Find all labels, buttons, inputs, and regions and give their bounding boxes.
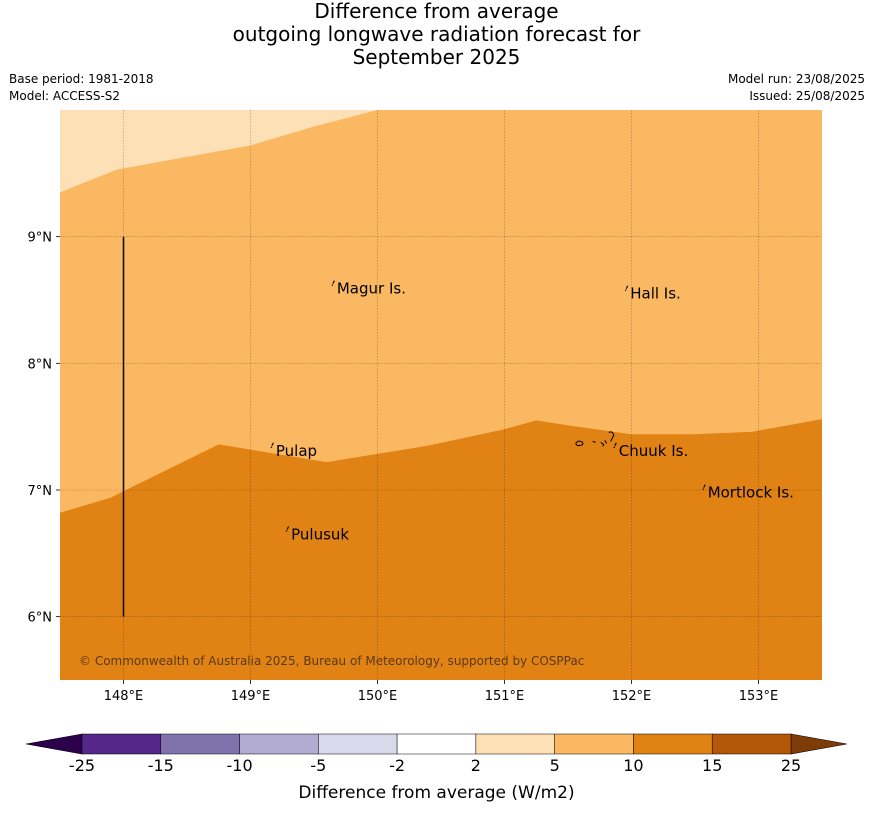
place-label: Pulap bbox=[276, 442, 317, 460]
colorbar-segment bbox=[396, 733, 477, 755]
x-tick-label: 148°E bbox=[104, 689, 144, 704]
island-outline bbox=[702, 484, 706, 490]
place-label: Hall Is. bbox=[630, 285, 681, 303]
colorbar-segment bbox=[475, 733, 555, 755]
y-tick-label: 8°N bbox=[28, 357, 53, 372]
island-outline bbox=[285, 526, 290, 532]
colorbar-under-arrow bbox=[25, 733, 83, 755]
colorbar-segment bbox=[81, 733, 162, 755]
y-tick-label: 7°N bbox=[28, 484, 53, 499]
title-line-3: September 2025 bbox=[352, 45, 521, 69]
x-tick-label: 149°E bbox=[231, 689, 271, 704]
colorbar-tick-label: -10 bbox=[226, 756, 252, 775]
y-tick-label: 6°N bbox=[28, 611, 53, 626]
colorbar-tick-label: 5 bbox=[550, 756, 560, 775]
meta-right: Model run: 23/08/2025 Issued: 25/08/2025 bbox=[728, 71, 865, 105]
island-outline bbox=[613, 442, 617, 449]
region-2-to-5 bbox=[60, 110, 378, 193]
colorbar-tick-label: -15 bbox=[148, 756, 174, 775]
meta-left: Base period: 1981-2018 Model: ACCESS-S2 bbox=[9, 71, 154, 105]
y-tick-label: 9°N bbox=[28, 231, 53, 246]
colorbar-segment bbox=[711, 733, 792, 755]
title-line-2: outgoing longwave radiation forecast for bbox=[232, 22, 641, 46]
base-period: Base period: 1981-2018 bbox=[9, 72, 154, 86]
colorbar-tick-label: -25 bbox=[69, 756, 95, 775]
region-10-to-15 bbox=[60, 419, 822, 680]
issued-date: Issued: 25/08/2025 bbox=[749, 89, 865, 103]
colorbar-segment bbox=[318, 733, 398, 755]
x-tick-label: 150°E bbox=[358, 689, 398, 704]
colorbar-tick-label: 10 bbox=[623, 756, 643, 775]
colorbar-tick-label: 25 bbox=[781, 756, 801, 775]
colorbar-segment bbox=[160, 733, 240, 755]
x-tick-label: 153°E bbox=[739, 689, 779, 704]
place-label: Pulusuk bbox=[291, 525, 349, 543]
place-label: Chuuk Is. bbox=[619, 442, 688, 460]
chart-title: Difference from average outgoing longwav… bbox=[0, 0, 873, 69]
island-outline bbox=[270, 442, 274, 449]
colorbar-tick-label: 2 bbox=[471, 756, 481, 775]
copyright-credit: © Commonwealth of Australia 2025, Bureau… bbox=[79, 654, 584, 668]
colorbar-segment bbox=[554, 733, 634, 755]
colorbar-segment bbox=[633, 733, 713, 755]
x-tick-label: 152°E bbox=[612, 689, 652, 704]
model-name: Model: ACCESS-S2 bbox=[9, 89, 121, 103]
place-label: Mortlock Is. bbox=[708, 484, 794, 502]
colorbar-segment bbox=[239, 733, 319, 755]
x-tick-label: 151°E bbox=[485, 689, 525, 704]
colorbar-title: Difference from average (W/m2) bbox=[298, 783, 574, 803]
island-outline bbox=[331, 280, 335, 287]
place-label: Magur Is. bbox=[337, 280, 406, 298]
colorbar-tick-label: 15 bbox=[702, 756, 722, 775]
model-run: Model run: 23/08/2025 bbox=[727, 72, 865, 86]
title-line-1: Difference from average bbox=[314, 0, 559, 23]
colorbar-tick-label: -2 bbox=[389, 756, 405, 775]
colorbar-over-arrow bbox=[790, 733, 848, 755]
map-area: Magur Is. Hall Is. Pulap Chuuk Is. Mortlock … bbox=[60, 110, 822, 680]
colorbar-tick-label: -5 bbox=[310, 756, 326, 775]
island-outline bbox=[624, 285, 629, 292]
chuuk-islands-outline bbox=[575, 431, 615, 447]
map-panel: Magur Is. Hall Is. Pulap Chuuk Is. Mortlock … bbox=[28, 110, 822, 704]
